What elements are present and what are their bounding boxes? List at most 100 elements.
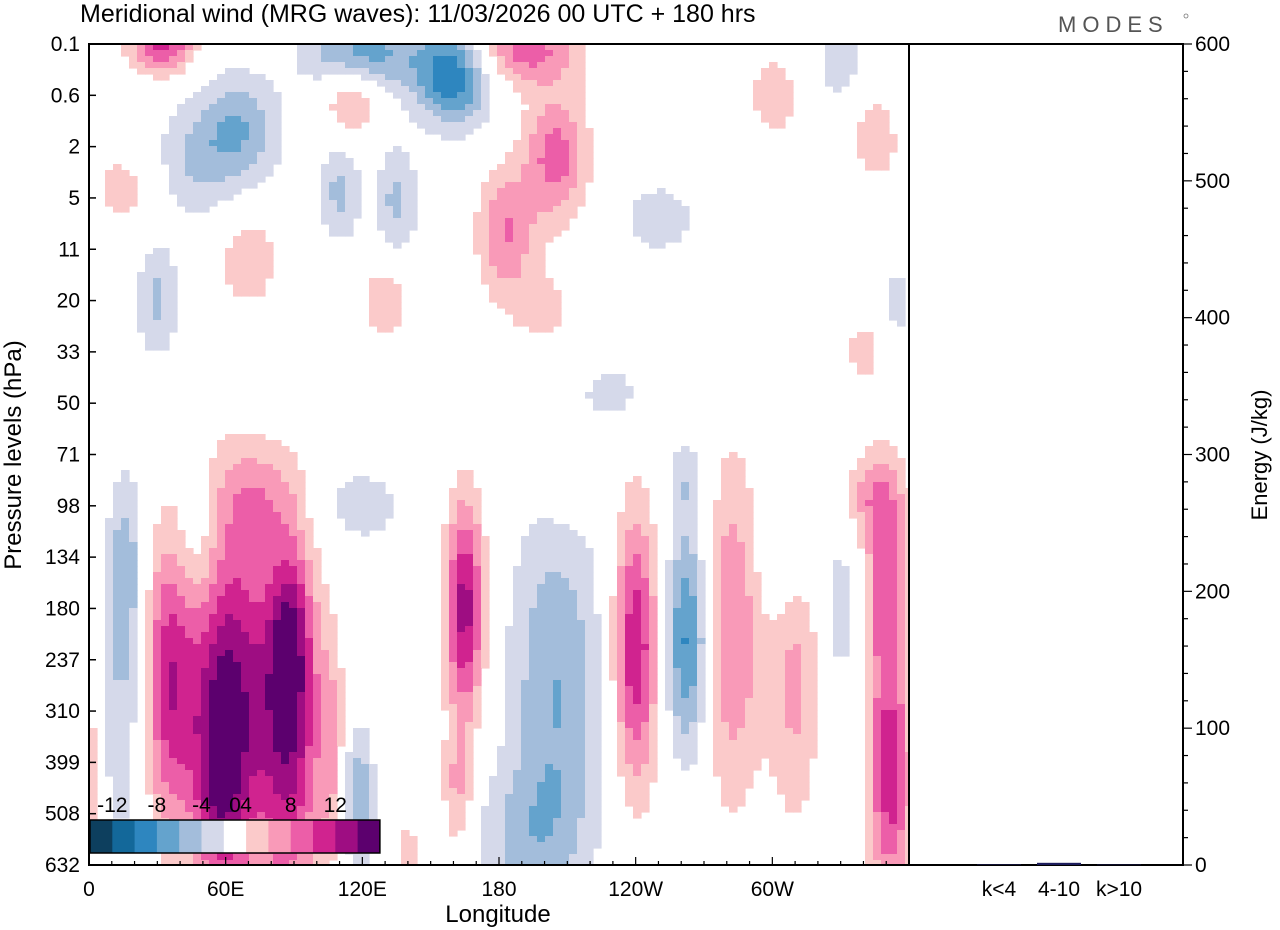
heatmap-cell bbox=[457, 620, 466, 627]
heatmap-cell bbox=[569, 602, 578, 609]
heatmap-cell bbox=[633, 230, 642, 237]
heatmap-cell bbox=[513, 224, 522, 231]
heatmap-cell bbox=[121, 644, 130, 651]
heatmap-cell bbox=[673, 686, 682, 693]
heatmap-cell bbox=[441, 644, 450, 651]
heatmap-cell bbox=[337, 62, 346, 69]
heatmap-cell bbox=[617, 656, 626, 663]
heatmap-cell bbox=[481, 626, 490, 633]
heatmap-cell bbox=[249, 110, 258, 117]
heatmap-cell bbox=[681, 566, 690, 573]
heatmap-cell bbox=[793, 596, 802, 603]
heatmap-cell bbox=[553, 230, 562, 237]
heatmap-cell bbox=[729, 470, 738, 477]
heatmap-cell bbox=[745, 722, 754, 729]
heatmap-cell bbox=[121, 542, 130, 549]
heatmap-cell bbox=[289, 710, 298, 717]
heatmap-cell bbox=[265, 752, 274, 759]
heatmap-cell bbox=[257, 134, 266, 141]
heatmap-cell bbox=[345, 524, 354, 531]
heatmap-cell bbox=[721, 464, 730, 471]
heatmap-cell bbox=[449, 620, 458, 627]
heatmap-cell bbox=[217, 458, 226, 465]
heatmap-cell bbox=[113, 752, 122, 759]
heatmap-cell bbox=[585, 704, 594, 711]
heatmap-cell bbox=[721, 572, 730, 579]
heatmap-cell bbox=[697, 614, 706, 621]
heatmap-cell bbox=[889, 608, 898, 615]
heatmap-cell bbox=[473, 62, 482, 69]
heatmap-cell bbox=[193, 680, 202, 687]
heatmap-cell bbox=[801, 734, 810, 741]
heatmap-cell bbox=[217, 536, 226, 543]
heatmap-cell bbox=[585, 164, 594, 171]
heatmap-cell bbox=[153, 746, 162, 753]
heatmap-cell bbox=[257, 668, 266, 675]
heatmap-cell bbox=[233, 710, 242, 717]
heatmap-cell bbox=[561, 650, 570, 657]
heatmap-cell bbox=[881, 464, 890, 471]
heatmap-cell bbox=[761, 704, 770, 711]
heatmap-cell bbox=[897, 464, 906, 471]
heatmap-cell bbox=[753, 596, 762, 603]
heatmap-cell bbox=[313, 758, 322, 765]
heatmap-cell bbox=[721, 548, 730, 555]
heatmap-cell bbox=[881, 572, 890, 579]
heatmap-cell bbox=[177, 176, 186, 183]
heatmap-cell bbox=[153, 554, 162, 561]
heatmap-cell bbox=[569, 692, 578, 699]
heatmap-cell bbox=[585, 698, 594, 705]
heatmap-cell bbox=[465, 602, 474, 609]
heatmap-cell bbox=[769, 728, 778, 735]
heatmap-cell bbox=[273, 602, 282, 609]
heatmap-cell bbox=[873, 698, 882, 705]
heatmap-cell bbox=[441, 92, 450, 99]
heatmap-cell bbox=[257, 680, 266, 687]
heatmap-cell bbox=[577, 188, 586, 195]
heatmap-cell bbox=[905, 548, 909, 555]
heatmap-cell bbox=[625, 584, 634, 591]
heatmap-cell bbox=[481, 98, 490, 105]
heatmap-cell bbox=[545, 542, 554, 549]
heatmap-cell bbox=[393, 188, 402, 195]
heatmap-cell bbox=[809, 710, 818, 717]
heatmap-field bbox=[89, 44, 909, 865]
heatmap-cell bbox=[833, 608, 842, 615]
heatmap-cell bbox=[465, 86, 474, 93]
heatmap-cell bbox=[321, 740, 330, 747]
heatmap-cell bbox=[489, 236, 498, 243]
heatmap-cell bbox=[161, 776, 170, 783]
heatmap-cell bbox=[553, 176, 562, 183]
heatmap-cell bbox=[857, 470, 866, 477]
heatmap-cell bbox=[617, 692, 626, 699]
heatmap-cell bbox=[865, 572, 874, 579]
heatmap-cell bbox=[169, 62, 178, 69]
heatmap-cell bbox=[401, 86, 410, 93]
heatmap-cell bbox=[265, 740, 274, 747]
heatmap-cell bbox=[217, 86, 226, 93]
heatmap-cell bbox=[537, 632, 546, 639]
heatmap-cell bbox=[673, 584, 682, 591]
heatmap-cell bbox=[185, 560, 194, 567]
heatmap-cell bbox=[513, 650, 522, 657]
heatmap-cell bbox=[537, 518, 546, 525]
heatmap-cell bbox=[561, 110, 570, 117]
heatmap-cell bbox=[897, 644, 906, 651]
heatmap-cell bbox=[537, 290, 546, 297]
heatmap-cell bbox=[769, 80, 778, 87]
heatmap-cell bbox=[297, 572, 306, 579]
heatmap-cell bbox=[113, 728, 122, 735]
heatmap-cell bbox=[521, 638, 530, 645]
heatmap-cell bbox=[241, 704, 250, 711]
heatmap-cell bbox=[337, 164, 346, 171]
heatmap-cell bbox=[193, 692, 202, 699]
heatmap-cell bbox=[865, 152, 874, 159]
heatmap-cell bbox=[769, 68, 778, 75]
heatmap-cell bbox=[897, 638, 906, 645]
heatmap-cell bbox=[401, 104, 410, 111]
heatmap-cell bbox=[729, 560, 738, 567]
heatmap-cell bbox=[297, 494, 306, 501]
heatmap-cell bbox=[889, 626, 898, 633]
heatmap-cell bbox=[161, 632, 170, 639]
heatmap-cell bbox=[169, 770, 178, 777]
